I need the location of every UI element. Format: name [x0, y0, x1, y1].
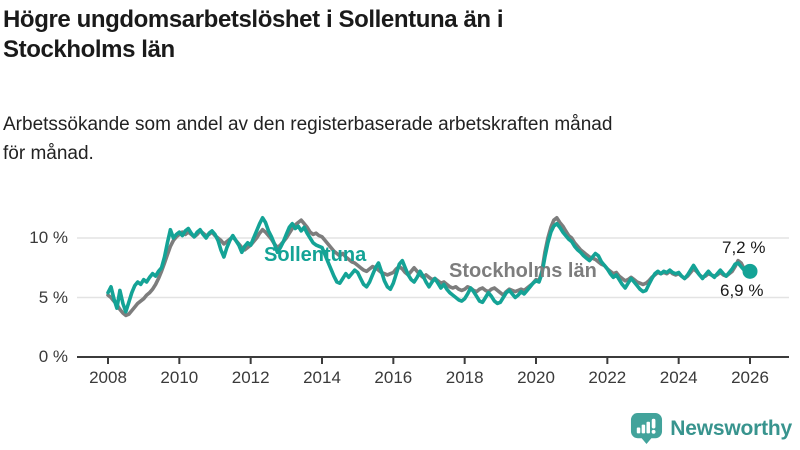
- y-axis-tick-label: 10 %: [29, 228, 68, 247]
- end-value-label-stockholms-lan: 6,9 %: [720, 281, 764, 300]
- x-axis-tick-label: 2022: [588, 368, 627, 387]
- chart-title-line1: Högre ungdomsarbetslöshet i Sollentuna ä…: [3, 6, 504, 33]
- chart-title-line2: Stockholms län: [3, 36, 175, 63]
- chart-subtitle-line1: Arbetssökande som andel av den registerb…: [3, 114, 613, 135]
- x-axis-tick-label: 2014: [303, 368, 341, 387]
- x-axis-tick-label: 2018: [445, 368, 484, 387]
- x-axis-tick-label: 2016: [374, 368, 413, 387]
- x-axis-tick-label: 2020: [517, 368, 555, 387]
- x-axis-tick-label: 2010: [160, 368, 199, 387]
- newsworthy-wordmark: Newsworthy: [670, 416, 792, 440]
- chart-title: Högre ungdomsarbetslöshet i Sollentuna ä…: [3, 5, 783, 65]
- x-axis-tick-label: 2024: [659, 368, 698, 387]
- y-axis-tick-label: 0 %: [38, 347, 68, 366]
- chart-subtitle-line2: för månad.: [3, 143, 94, 164]
- series-label-sollentuna: Sollentuna: [264, 244, 367, 266]
- x-axis-tick-label: 2008: [89, 368, 127, 387]
- newsworthy-bubble-chart-icon: [631, 412, 663, 445]
- y-axis-tick-label: 5 %: [38, 287, 68, 307]
- chart-subtitle: Arbetssökande som andel av den registerb…: [3, 110, 783, 168]
- series-label-stockholms-lan: Stockholms län: [449, 260, 597, 282]
- newsworthy-logo[interactable]: Newsworthy: [630, 412, 792, 445]
- x-axis-tick-label: 2012: [231, 368, 270, 387]
- x-axis-tick-label: 2026: [731, 368, 769, 387]
- end-value-label-sollentuna: 7,2 %: [722, 238, 766, 257]
